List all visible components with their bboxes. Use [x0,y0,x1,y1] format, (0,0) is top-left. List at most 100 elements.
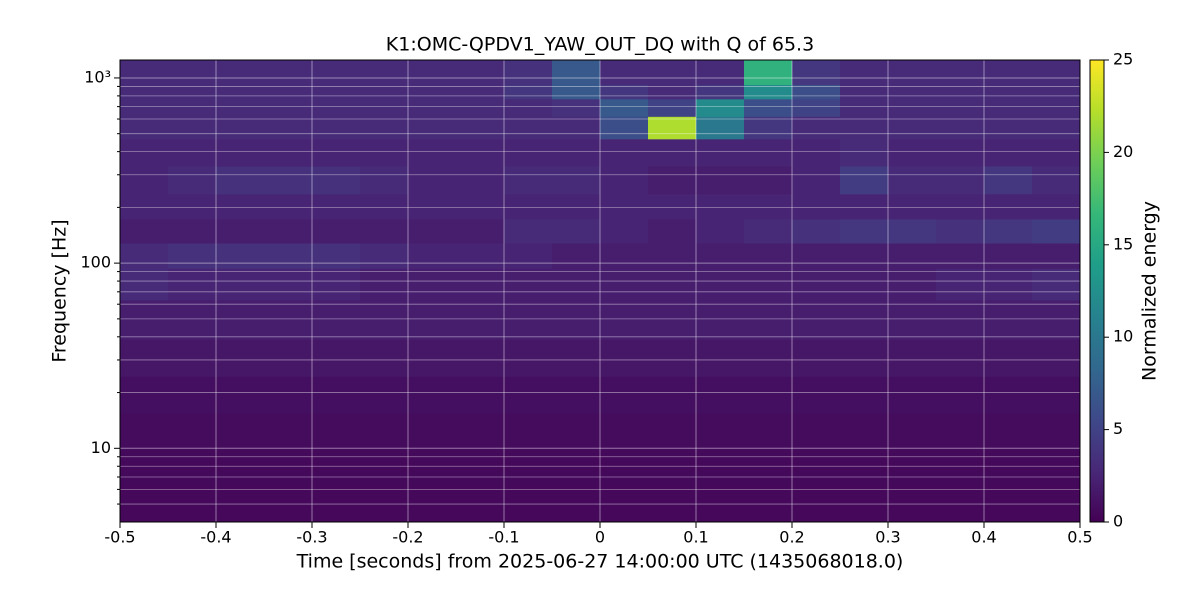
heatmap-cell [168,242,217,269]
heatmap-cell [600,98,649,117]
heatmap-cell [168,138,217,167]
heatmap-cell [168,376,217,414]
heatmap-cell [984,376,1033,414]
heatmap-cell [216,165,265,195]
heatmap-cell [456,299,505,340]
heatmap-cell [312,98,361,117]
heatmap-cell [312,60,361,85]
heatmap-cell [1032,116,1081,140]
heatmap-cell [840,84,889,100]
heatmap-cell [168,98,217,117]
heatmap-cell [168,339,217,377]
heatmap-cell [120,193,169,220]
heatmap-cell [1032,339,1081,377]
heatmap-cell [744,138,793,167]
heatmap-cell [936,376,985,414]
heatmap-cell [984,242,1033,269]
heatmap-cell [696,299,745,340]
heatmap-cell [888,242,937,269]
heatmap-cell [552,165,601,195]
heatmap-cell [600,218,649,244]
heatmap-cell [600,339,649,377]
heatmap-cell [504,449,553,486]
heatmap-cell [936,165,985,195]
heatmap-cell [264,268,313,301]
heatmap-cell [648,413,697,451]
colorbar-tick-label: 5 [1113,419,1123,438]
heatmap-cell [360,138,409,167]
heatmap-cell [792,299,841,340]
heatmap-cell [696,60,745,85]
heatmap-cell [216,218,265,244]
heatmap-cell [840,116,889,140]
heatmap-cell [888,116,937,140]
heatmap-cell [888,268,937,301]
heatmap-cell [312,218,361,244]
heatmap-cell [840,485,889,523]
heatmap-cell [600,242,649,269]
heatmap-cell [312,116,361,140]
x-tick-label: 0.5 [1067,528,1092,547]
heatmap-cell [360,218,409,244]
heatmap-cell [888,299,937,340]
heatmap-cell [1032,485,1081,523]
heatmap-cell [552,449,601,486]
heatmap-cell [648,485,697,523]
heatmap-cell [360,242,409,269]
heatmap-cell [456,84,505,100]
heatmap-cell [648,116,697,140]
heatmap-cell [120,268,169,301]
heatmap-cell [600,268,649,301]
heatmap-cell [936,268,985,301]
heatmap-cell [840,193,889,220]
heatmap-cell [696,376,745,414]
heatmap-cell [552,98,601,117]
heatmap-cell [312,339,361,377]
colorbar-tick-label: 15 [1113,234,1133,253]
heatmap-cell [120,138,169,167]
heatmap-cell [936,242,985,269]
heatmap-cell [792,193,841,220]
heatmap-cell [744,60,793,85]
chart-title: K1:OMC-QPDV1_YAW_OUT_DQ with Q of 65.3 [386,34,814,56]
heatmap-cell [600,193,649,220]
heatmap-cell [408,413,457,451]
x-tick-label: 0 [595,528,605,547]
heatmap-cell [696,218,745,244]
heatmap-cell [456,165,505,195]
heatmap-cell [984,299,1033,340]
heatmap-cell [600,299,649,340]
heatmap-cell [696,165,745,195]
heatmap-cell [216,193,265,220]
x-tick-label: -0.4 [200,528,231,547]
heatmap-cell [648,449,697,486]
heatmap-cell [264,242,313,269]
heatmap-cell [648,60,697,85]
heatmap-cell [120,376,169,414]
heatmap-cell [504,268,553,301]
heatmap-cell [744,98,793,117]
heatmap-cell [696,268,745,301]
x-tick-label: -0.2 [392,528,423,547]
heatmap-cell [984,193,1033,220]
heatmap-cell [360,339,409,377]
heatmap-cell [984,98,1033,117]
heatmap-cell [456,138,505,167]
heatmap-cell [552,242,601,269]
heatmap-cell [456,268,505,301]
heatmap-cell [456,98,505,117]
heatmap-cell [168,413,217,451]
heatmap-cell [888,165,937,195]
heatmap-cell [888,413,937,451]
heatmap-cell [648,268,697,301]
heatmap-cell [744,376,793,414]
heatmap-cell [984,449,1033,486]
heatmap-cell [792,116,841,140]
heatmap-cell [1032,84,1081,100]
heatmap-cell [696,98,745,117]
heatmap-cell [408,60,457,85]
heatmap-cell [1032,193,1081,220]
heatmap-cell [600,138,649,167]
heatmap-cell [216,339,265,377]
heatmap-cell [312,193,361,220]
